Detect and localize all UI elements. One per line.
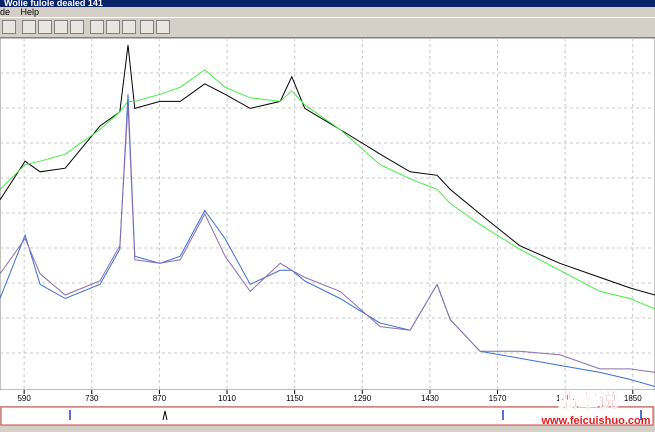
series-line	[0, 69, 655, 310]
tool-button[interactable]	[90, 20, 104, 34]
marker-strip	[0, 406, 654, 426]
tool-button[interactable]	[2, 20, 16, 34]
tool-button[interactable]	[38, 20, 52, 34]
tool-button[interactable]	[122, 20, 136, 34]
series-line	[0, 104, 655, 373]
title-bar: Wolie fulole dealed 141	[0, 0, 655, 7]
x-tick-label: 1150	[286, 394, 304, 403]
menu-item[interactable]: Help	[20, 7, 40, 17]
tool-button[interactable]	[106, 20, 120, 34]
watermark-url: www.feicuishuo.com	[541, 415, 651, 427]
marker	[162, 410, 168, 421]
tool-button[interactable]	[156, 20, 170, 34]
x-tick-label: 1010	[218, 394, 236, 403]
x-tick-label: 1290	[353, 394, 371, 403]
tool-button[interactable]	[22, 20, 36, 34]
menu-item[interactable]: de	[0, 7, 11, 17]
menu-bar: de Help	[0, 7, 655, 17]
x-tick-label: 1430	[421, 394, 439, 403]
x-tick-label: 1710	[556, 394, 574, 403]
tool-button[interactable]	[70, 20, 84, 34]
x-tick-label: 590	[17, 394, 31, 403]
tool-button[interactable]	[54, 20, 68, 34]
marker-ticks	[69, 410, 642, 420]
plot-area	[0, 37, 655, 391]
x-tick-label: 870	[153, 394, 167, 403]
x-tick-label: 730	[85, 394, 99, 403]
series-line	[0, 94, 655, 387]
x-tick-label: 1850	[624, 394, 642, 403]
tool-button[interactable]	[140, 20, 154, 34]
axis-strip	[0, 390, 655, 406]
x-tick-label: 1570	[489, 394, 507, 403]
horizontal-grid	[0, 72, 655, 354]
watermark-logo: 翡翠说	[558, 388, 618, 412]
